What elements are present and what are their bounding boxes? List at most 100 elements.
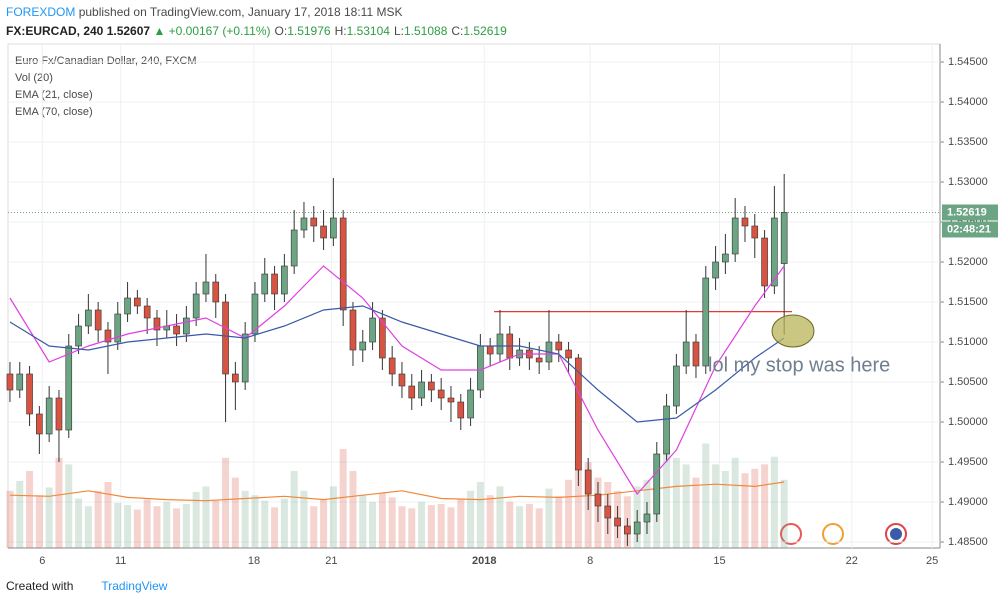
candle-body <box>624 525 631 535</box>
volume-bar <box>114 502 122 548</box>
volume-bar <box>555 496 563 548</box>
candle-body <box>614 517 621 527</box>
volume-bar <box>16 480 24 548</box>
volume-bar <box>349 471 357 548</box>
candle-body <box>349 309 357 351</box>
candle-body <box>281 265 288 295</box>
candle-body <box>712 261 719 279</box>
candle-body <box>535 357 543 363</box>
candle-body <box>173 325 180 335</box>
volume-bar <box>712 464 720 548</box>
candle-body <box>428 381 435 391</box>
volume-bar <box>545 488 553 548</box>
candle-body <box>85 309 92 327</box>
y-tick-label: 1.54500 <box>948 56 988 68</box>
candle-body <box>16 373 24 391</box>
candle-body <box>153 317 161 331</box>
volume-bar <box>182 504 190 548</box>
volume-bar <box>525 504 533 548</box>
x-tick-label: 15 <box>713 555 725 567</box>
candle-body <box>447 397 455 403</box>
volume-bar <box>516 506 524 548</box>
candle-body <box>104 329 112 343</box>
candle-body <box>65 345 73 431</box>
volume-bar <box>751 468 759 548</box>
y-tick-label: 1.51000 <box>948 336 988 348</box>
candle-body <box>437 389 445 399</box>
volume-bar <box>437 504 445 548</box>
candle-body <box>75 325 82 347</box>
candle-body <box>604 505 612 519</box>
y-tick-label: 1.50000 <box>948 416 988 428</box>
countdown-box <box>942 221 998 238</box>
candle-body <box>663 405 670 455</box>
candle-body <box>398 373 406 387</box>
volume-bar <box>310 506 318 548</box>
volume-bar <box>780 479 788 548</box>
candle-body <box>653 453 661 515</box>
event-icon[interactable] <box>780 523 802 545</box>
volume-bar <box>290 471 298 548</box>
candle-body <box>761 237 768 287</box>
volume-bar <box>388 497 396 548</box>
x-tick-label: 6 <box>39 555 45 567</box>
ohlc-value: 1.51088 <box>403 24 448 38</box>
candle-body <box>290 229 298 267</box>
volume-bar <box>143 499 151 548</box>
volume-bar <box>320 499 328 548</box>
volume-bar <box>231 477 239 548</box>
event-icon[interactable] <box>822 523 844 545</box>
volume-bar <box>133 509 141 548</box>
change: ▲ +0.00167 (+0.11%) <box>153 24 271 38</box>
candle-body <box>702 277 710 367</box>
legend-item: Vol (20) <box>15 72 53 84</box>
volume-bar <box>212 500 220 548</box>
volume-bar <box>476 482 484 548</box>
y-tick-label: 1.49000 <box>948 496 988 508</box>
candle-body <box>692 341 700 367</box>
last-price-label: 1.52619 <box>947 206 987 218</box>
legend: Euro Fx/Canadian Dollar, 240, FXCM Vol (… <box>15 55 197 118</box>
candle-body <box>359 341 367 351</box>
volume-bar <box>104 482 112 548</box>
brand[interactable]: TradingView <box>101 579 168 593</box>
y-tick-label: 1.53500 <box>948 136 988 148</box>
candle-body <box>457 401 465 419</box>
candle-body <box>741 217 749 227</box>
volume-bar <box>329 486 337 548</box>
candle-body <box>486 345 494 355</box>
candle-body <box>780 212 788 264</box>
candle-body <box>320 225 327 239</box>
volume-bar <box>65 464 73 548</box>
candle-body <box>192 293 200 319</box>
volume-bar <box>280 498 288 548</box>
created-with: Created with <box>6 579 74 593</box>
volume-bar <box>202 486 210 548</box>
x-tick-label: 8 <box>587 555 593 567</box>
volume-bar <box>124 505 132 548</box>
y-tick-label: 1.53000 <box>948 176 988 188</box>
candle-body <box>310 217 318 227</box>
annotation: lol my stop was here <box>708 354 890 376</box>
volume-bar <box>84 506 92 548</box>
candle-body <box>134 297 141 307</box>
volume-bar <box>359 495 367 548</box>
candle-body <box>143 305 151 319</box>
candle-body <box>682 341 690 367</box>
candle-body <box>771 217 778 287</box>
volume-bar <box>486 495 494 548</box>
candle-body <box>565 349 572 359</box>
volume-bar <box>535 508 543 548</box>
author[interactable]: FOREXDOM <box>6 5 76 19</box>
volume-bar <box>222 457 230 548</box>
volume-bar <box>153 506 161 548</box>
legend-item: EMA (21, close) <box>15 89 93 101</box>
header-line: FOREXDOM published on TradingView.com, J… <box>6 3 507 22</box>
ohlc-label: C: <box>451 24 464 38</box>
volume-bar <box>761 464 769 548</box>
x-tick-label: 25 <box>926 555 938 567</box>
plot <box>6 44 940 548</box>
candle-body <box>575 357 582 471</box>
